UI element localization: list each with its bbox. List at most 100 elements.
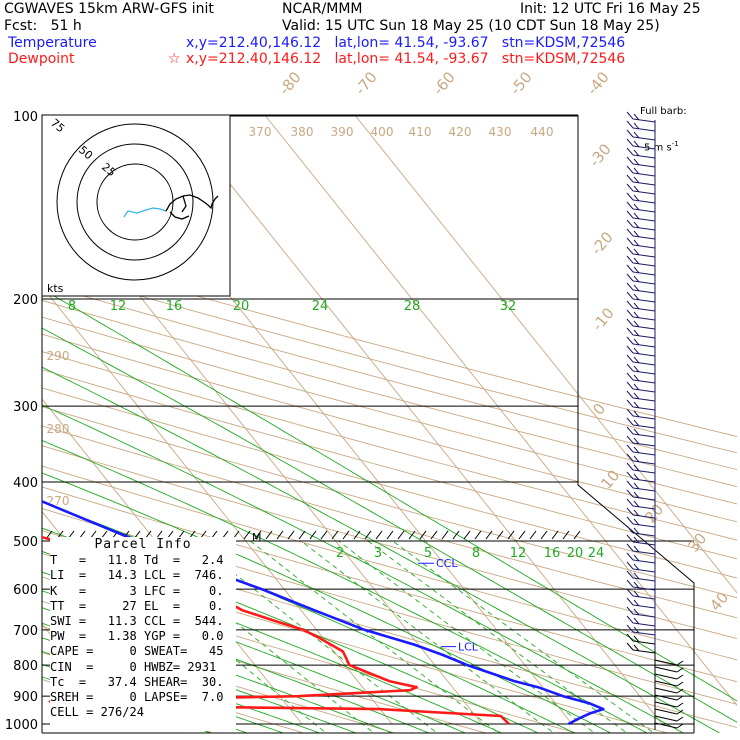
wind-barb: [654, 659, 678, 666]
mixing-ratio-label: 12: [510, 546, 527, 561]
isotherm-label: -30: [585, 140, 615, 170]
wind-barb: [632, 271, 656, 276]
wind-barb: [654, 673, 678, 680]
moist-adiabat: [42, 288, 737, 702]
dry-adiabat: [42, 425, 737, 619]
wind-barb: [632, 343, 656, 348]
wind-barb-feather: [633, 284, 640, 292]
parcel-info-cell: HWBZ= 2931: [144, 659, 217, 674]
wind-barb-feather: [626, 624, 634, 633]
wind-barb: [632, 523, 656, 528]
wind-barb: [632, 235, 656, 240]
wind-barb-feather: [626, 120, 634, 129]
wind-barb-feather: [633, 122, 640, 130]
freezing-level-tick: [463, 530, 471, 540]
wind-barb-feather: [626, 201, 634, 210]
moist-adiabat: [42, 439, 648, 733]
theta-label: 420: [449, 125, 472, 139]
wind-barb-feather: [633, 338, 640, 346]
moist-adiabat: [42, 607, 394, 733]
pressure-tick-label: 200: [13, 293, 38, 308]
mixing-ratio-label: 20: [567, 546, 584, 561]
freezing-level-tick: [496, 530, 504, 540]
dry-adiabat: [42, 251, 737, 437]
parcel-info-cell: EL = 0.: [144, 598, 224, 613]
frame-right-edge: [577, 115, 695, 733]
isotherm-label: -70: [351, 68, 381, 98]
wind-barb-feather: [633, 446, 640, 454]
parcel-info-row: SREH = 0 LAPSE= 7.0: [50, 690, 236, 705]
parcel-info-cell: CELL = 276/24: [50, 705, 144, 720]
wind-barb-feather: [626, 516, 634, 525]
parcel-info-cell: CCL = 544.: [144, 614, 224, 629]
freezing-level-tick: [518, 530, 526, 540]
ccl-label: CCL: [436, 557, 458, 570]
wind-barb: [632, 208, 656, 213]
parcel-info-cell: SWI = 11.3: [50, 614, 137, 629]
wind-barb-feather: [626, 345, 634, 354]
wind-barb: [632, 181, 656, 186]
wind-barb: [632, 478, 656, 483]
wind-barb-feather: [633, 545, 640, 553]
wind-barb-feather: [633, 563, 640, 571]
mixing-ratio-line: [392, 540, 655, 733]
wind-barb: [632, 307, 656, 312]
pressure-tick-label: 1000: [5, 718, 38, 733]
wind-barb-feather: [626, 174, 634, 183]
pressure-tick-label: 600: [13, 583, 38, 598]
wind-barb: [632, 316, 656, 321]
wind-barb-feather: [626, 462, 634, 471]
mixing-ratio-label: 3: [374, 546, 382, 561]
wind-barb: [632, 244, 656, 249]
wind-barb-feather: [626, 633, 634, 642]
pressure-tick-label: 900: [13, 690, 38, 705]
wind-barb-feather: [633, 275, 640, 283]
dry-adiabat: [42, 625, 397, 733]
wind-barb-feather: [676, 660, 684, 666]
wind-barb: [632, 379, 656, 384]
wind-barb: [654, 694, 678, 701]
wind-barb-feather: [626, 372, 634, 381]
wind-barb-feather: [633, 248, 640, 256]
wind-barb-feather: [626, 336, 634, 345]
moist-adiabat: [42, 622, 358, 733]
wind-barb-feather: [633, 392, 640, 400]
wind-barb: [632, 325, 656, 330]
wind-barb-feather: [626, 543, 634, 552]
wind-barb-feather: [626, 453, 634, 462]
moist-adiabat: [42, 404, 685, 733]
freezing-level-tick: [287, 530, 295, 540]
wind-barb-feather: [626, 354, 634, 363]
wind-barb-feather: [633, 617, 640, 625]
freezing-level-tick: [441, 530, 449, 540]
wind-barb-feather: [633, 293, 640, 301]
wind-barb-feather: [676, 716, 684, 722]
wind-barb-feather: [676, 709, 684, 715]
wind-barb-feather: [633, 320, 640, 328]
wind-barb: [632, 370, 656, 375]
wind-barb-feather: [633, 572, 640, 580]
wind-barb-feather: [633, 221, 640, 229]
wind-barb: [632, 424, 656, 429]
isotherm-label: 20: [641, 500, 667, 526]
wind-barb-feather: [633, 509, 640, 517]
wind-barb-feather: [633, 527, 640, 535]
wind-barb-feather: [676, 674, 684, 680]
parcel-info-row: K = 3 LFC = 0.: [50, 584, 236, 599]
parcel-info-cell: PW = 1.38: [50, 629, 137, 644]
forecast-hour: Fcst: 51 h: [4, 18, 82, 34]
wind-barb: [632, 487, 656, 492]
wind-barb-feather: [626, 435, 634, 444]
freezing-level-tick: [386, 530, 394, 540]
wind-barb-feather: [626, 489, 634, 498]
theta-label: 430: [489, 125, 512, 139]
wind-barb-feather: [633, 473, 640, 481]
parcel-info-row: CIN = 0 HWBZ= 2931: [50, 660, 236, 675]
wind-barb-feather: [633, 437, 640, 445]
wind-barb: [654, 722, 678, 729]
freezing-level-tick: [474, 530, 482, 540]
wind-barb-feather: [633, 356, 640, 364]
wind-barb-feather: [633, 401, 640, 409]
dry-adiabat: [42, 406, 737, 599]
